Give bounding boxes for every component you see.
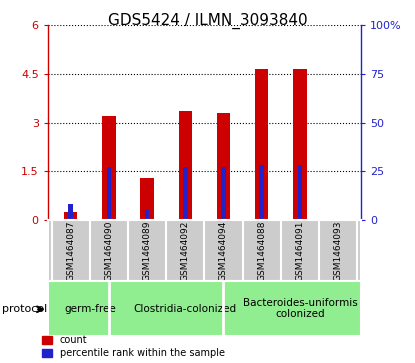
Text: Bacteroides-uniformis
colonized: Bacteroides-uniformis colonized xyxy=(242,298,357,319)
Text: GSM1464091: GSM1464091 xyxy=(295,220,305,281)
Text: protocol: protocol xyxy=(2,304,47,314)
Text: GSM1464092: GSM1464092 xyxy=(181,220,190,281)
Bar xyxy=(293,69,307,220)
Bar xyxy=(145,210,149,220)
Bar xyxy=(178,111,192,220)
Bar xyxy=(68,204,73,220)
Bar xyxy=(102,116,115,220)
Text: Clostridia-colonized: Clostridia-colonized xyxy=(134,303,237,314)
Legend: count, percentile rank within the sample: count, percentile rank within the sample xyxy=(42,335,225,358)
Text: GSM1464089: GSM1464089 xyxy=(143,220,151,281)
Text: GSM1464094: GSM1464094 xyxy=(219,220,228,281)
Text: GSM1464088: GSM1464088 xyxy=(257,220,266,281)
Text: GDS5424 / ILMN_3093840: GDS5424 / ILMN_3093840 xyxy=(107,13,308,29)
Bar xyxy=(298,165,302,220)
Bar xyxy=(64,212,77,220)
Text: GSM1464087: GSM1464087 xyxy=(66,220,75,281)
Bar xyxy=(221,167,226,220)
Bar xyxy=(217,113,230,220)
Text: germ-free: germ-free xyxy=(64,303,116,314)
Bar xyxy=(140,178,154,220)
Text: GSM1464090: GSM1464090 xyxy=(104,220,113,281)
Text: GSM1464093: GSM1464093 xyxy=(334,220,343,281)
Bar xyxy=(255,69,269,220)
Bar xyxy=(183,167,188,220)
Bar xyxy=(259,165,264,220)
Bar xyxy=(107,167,111,220)
